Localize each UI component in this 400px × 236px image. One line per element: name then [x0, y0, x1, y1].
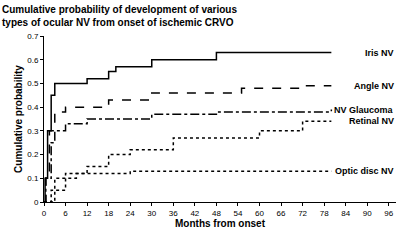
svg-text:78: 78 — [320, 209, 329, 218]
svg-text:Optic disc NV: Optic disc NV — [335, 166, 394, 176]
svg-text:0.3: 0.3 — [27, 127, 39, 136]
svg-text:Iris NV: Iris NV — [365, 48, 394, 58]
svg-text:48: 48 — [212, 209, 221, 218]
svg-text:Months from onset: Months from onset — [175, 218, 266, 229]
svg-text:96: 96 — [384, 209, 393, 218]
svg-text:0.7: 0.7 — [27, 32, 39, 41]
svg-text:24: 24 — [126, 209, 135, 218]
svg-text:Retinal NV: Retinal NV — [349, 116, 394, 126]
svg-text:0.1: 0.1 — [27, 174, 39, 183]
svg-text:42: 42 — [190, 209, 199, 218]
svg-text:90: 90 — [363, 209, 372, 218]
svg-text:0.4: 0.4 — [27, 103, 39, 112]
svg-text:18: 18 — [104, 209, 113, 218]
svg-text:6: 6 — [63, 209, 68, 218]
svg-text:30: 30 — [147, 209, 156, 218]
svg-text:0: 0 — [34, 198, 39, 207]
svg-text:12: 12 — [83, 209, 92, 218]
svg-text:NV Glaucoma: NV Glaucoma — [334, 105, 394, 115]
svg-text:0.5: 0.5 — [27, 79, 39, 88]
svg-text:Angle NV: Angle NV — [354, 81, 394, 91]
svg-text:54: 54 — [234, 209, 243, 218]
svg-text:0: 0 — [42, 209, 47, 218]
svg-text:60: 60 — [255, 209, 264, 218]
svg-text:66: 66 — [277, 209, 286, 218]
svg-text:36: 36 — [169, 209, 178, 218]
svg-text:0.2: 0.2 — [27, 150, 39, 159]
svg-text:0.6: 0.6 — [27, 56, 39, 65]
svg-text:72: 72 — [298, 209, 307, 218]
svg-text:Cumulative probability of deve: Cumulative probability of development of… — [2, 4, 237, 28]
svg-text:84: 84 — [341, 209, 350, 218]
svg-text:Cumulative probability: Cumulative probability — [13, 65, 24, 173]
